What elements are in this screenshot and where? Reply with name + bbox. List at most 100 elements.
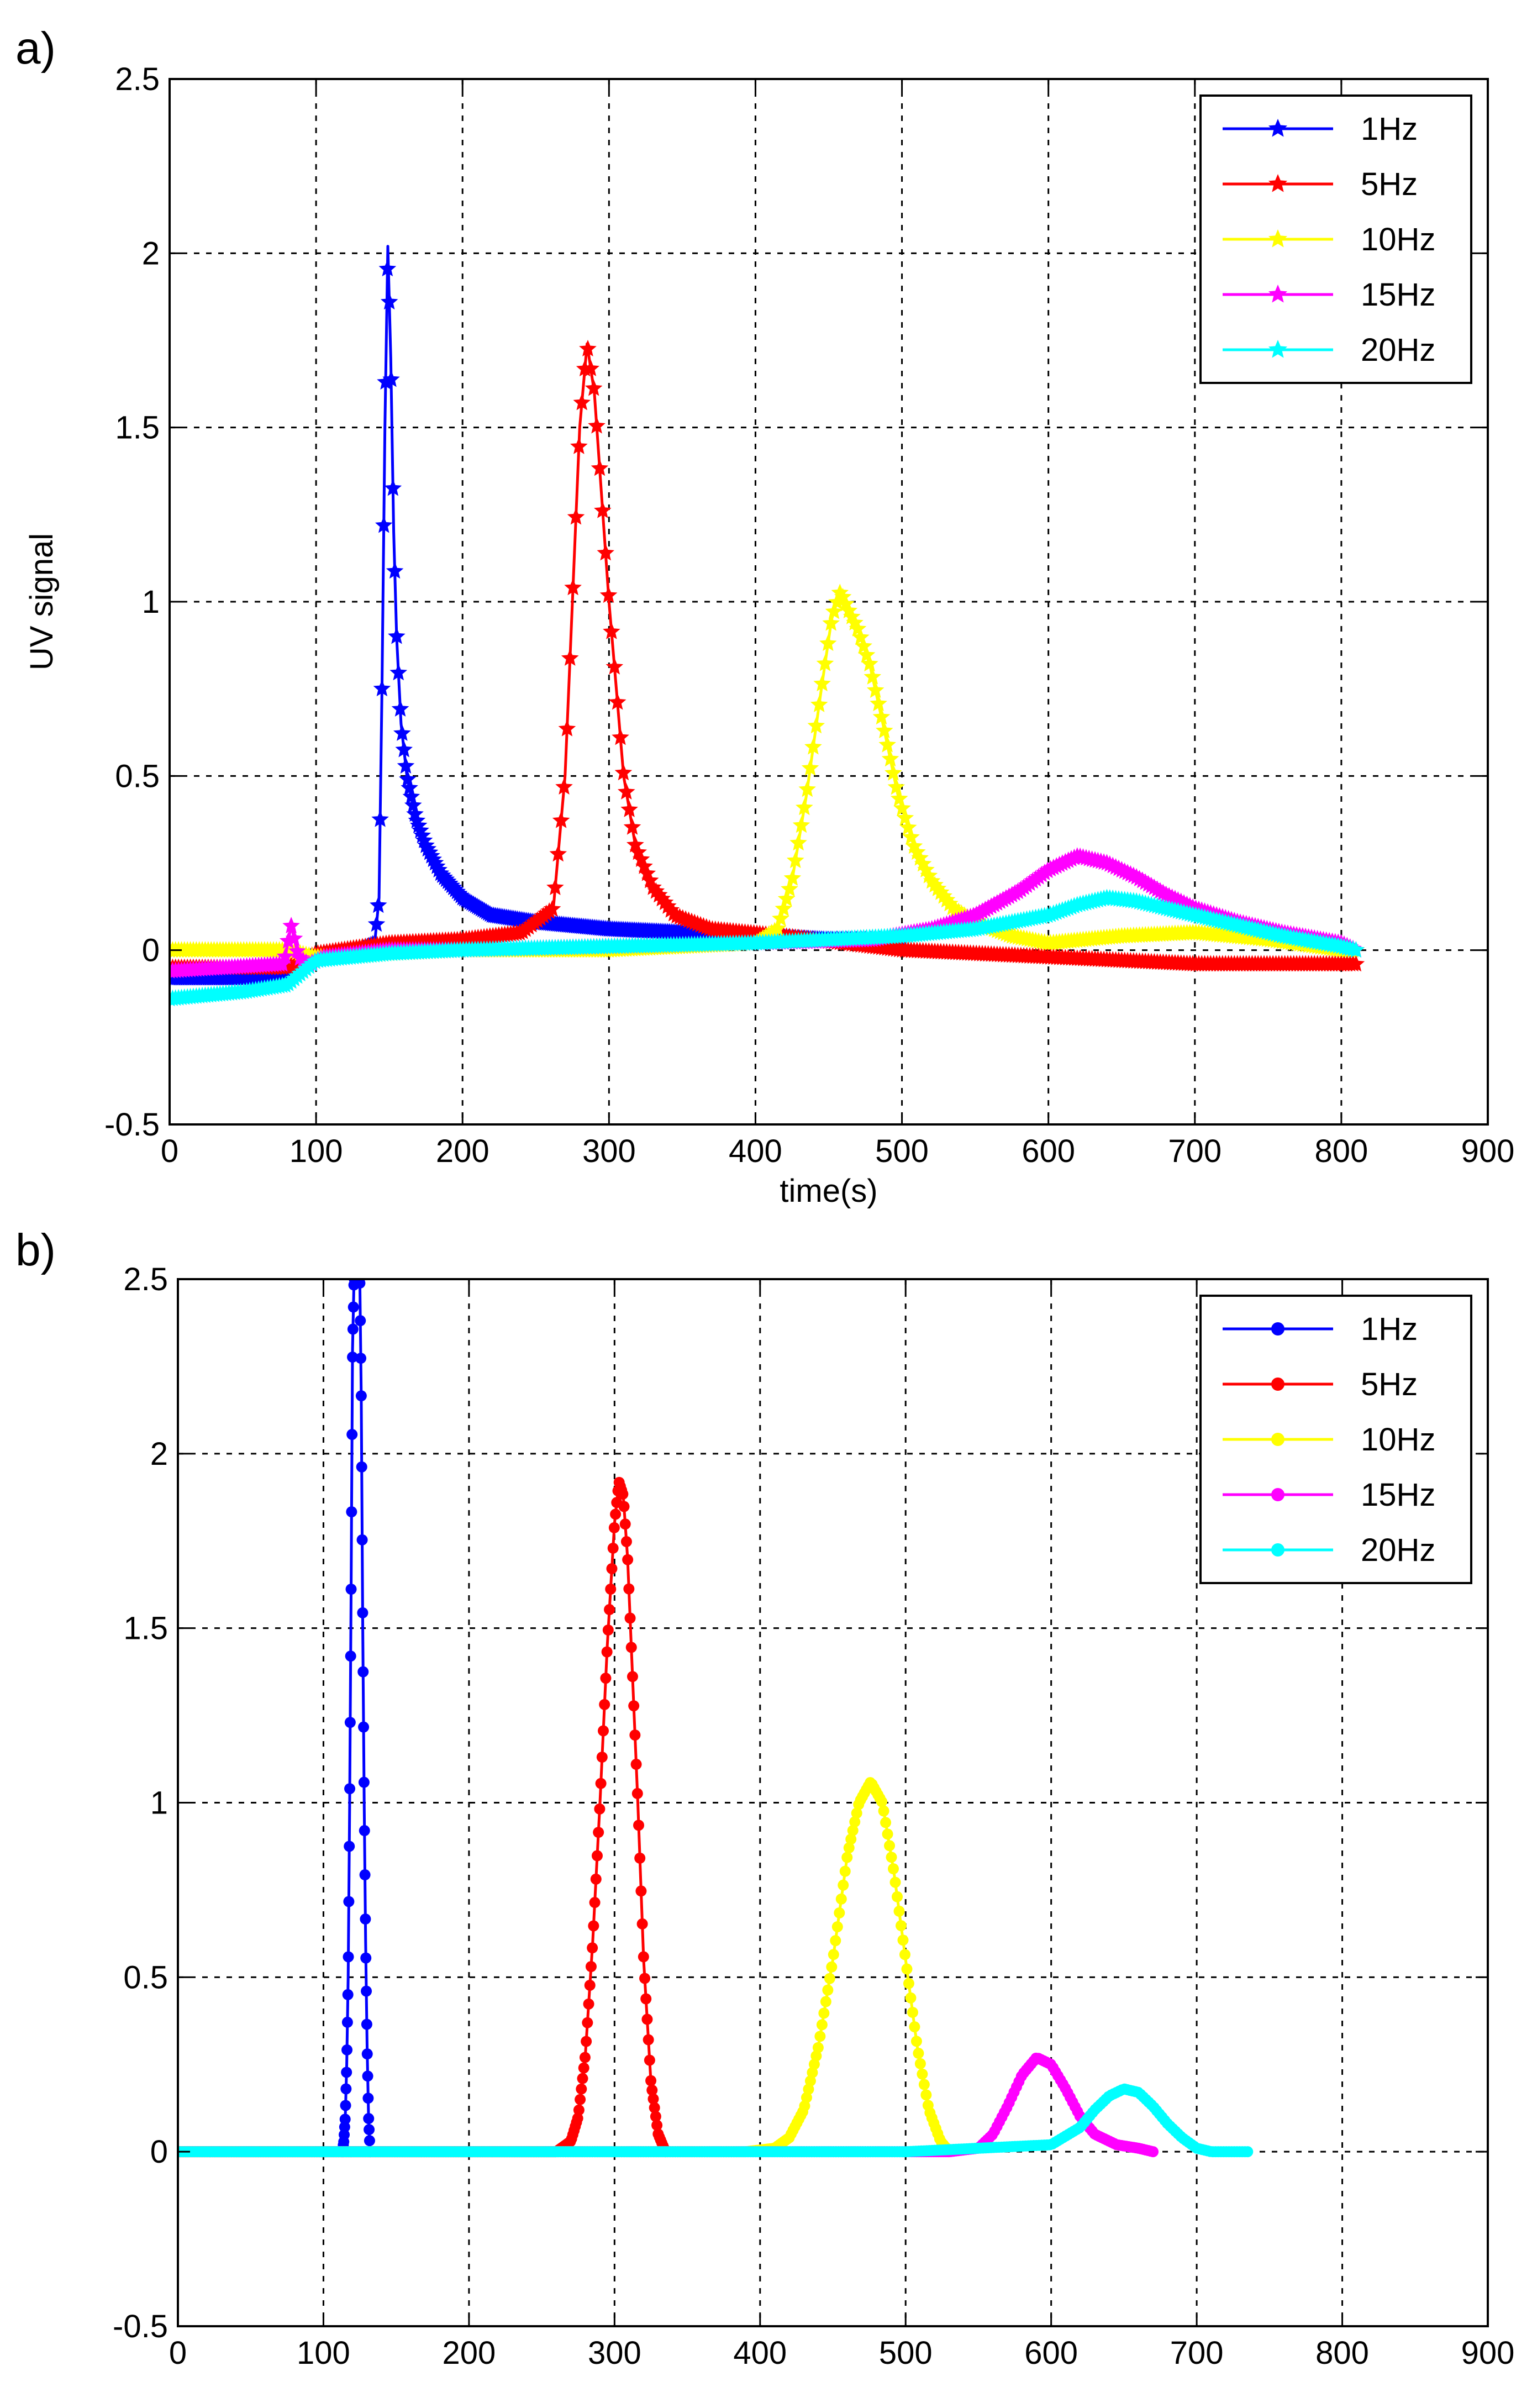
data-point xyxy=(641,2013,653,2025)
data-point xyxy=(555,777,573,795)
data-point xyxy=(572,2112,583,2124)
data-point xyxy=(600,1673,612,1684)
data-point xyxy=(582,2017,593,2028)
legend: 1Hz 5Hz 10Hz 15Hz 20Hz xyxy=(1199,1295,1472,1584)
x-tick-label: 0 xyxy=(169,2335,187,2371)
data-point xyxy=(393,724,411,741)
y-tick-label: 0.5 xyxy=(115,758,160,794)
data-point xyxy=(786,851,804,869)
data-point xyxy=(595,1778,607,1789)
data-point xyxy=(804,2075,816,2087)
y-tick-label: 1.5 xyxy=(115,410,160,446)
data-point xyxy=(363,2113,375,2125)
data-point xyxy=(826,1961,838,1973)
data-point xyxy=(395,740,413,758)
data-point xyxy=(357,1607,368,1618)
data-point xyxy=(622,1554,634,1565)
legend-entry-10hz: 10Hz xyxy=(1223,1422,1435,1458)
data-point xyxy=(564,579,582,596)
data-point xyxy=(359,1869,371,1881)
data-point xyxy=(620,1536,632,1548)
data-point xyxy=(618,1501,630,1512)
legend-label: 20Hz xyxy=(1361,1532,1435,1568)
data-point xyxy=(604,1604,615,1616)
data-point xyxy=(360,1952,372,1964)
data-point xyxy=(371,810,389,827)
data-point xyxy=(636,1918,648,1929)
y-tick-label: 0.5 xyxy=(123,1959,168,1995)
data-point xyxy=(358,1776,370,1788)
data-point xyxy=(630,1759,642,1770)
data-point xyxy=(346,1506,357,1518)
data-point xyxy=(575,2094,586,2105)
data-point xyxy=(651,2120,663,2131)
data-point xyxy=(375,516,393,533)
legend-entry-15hz: 15Hz xyxy=(1223,1477,1435,1513)
y-tick-label: 1 xyxy=(142,584,160,620)
data-point xyxy=(798,780,816,797)
data-point xyxy=(849,1816,861,1828)
data-point xyxy=(831,1921,843,1933)
data-point xyxy=(341,2016,353,2028)
data-point xyxy=(885,764,902,781)
data-point xyxy=(772,909,789,927)
data-point xyxy=(820,1996,831,2007)
data-point xyxy=(1347,955,1365,972)
data-point xyxy=(357,1666,369,1678)
data-point xyxy=(643,2034,654,2046)
data-point xyxy=(617,1489,629,1500)
data-point xyxy=(361,2048,373,2060)
data-point xyxy=(620,800,638,817)
data-point xyxy=(910,2036,922,2047)
data-point xyxy=(570,437,588,454)
data-point xyxy=(347,1323,359,1335)
data-point xyxy=(355,1390,367,1402)
data-point xyxy=(889,1876,901,1888)
data-point xyxy=(585,379,603,396)
data-point xyxy=(851,1807,862,1819)
data-point xyxy=(382,370,400,387)
x-tick-label: 100 xyxy=(297,2335,350,2371)
legend-label: 15Hz xyxy=(1361,1477,1435,1513)
legend-label: 5Hz xyxy=(1361,166,1418,202)
data-point xyxy=(918,2079,930,2090)
data-point xyxy=(638,1951,649,1963)
data-point xyxy=(610,1508,622,1520)
data-point xyxy=(878,735,896,753)
data-point xyxy=(876,722,893,739)
data-point xyxy=(546,878,564,896)
data-point xyxy=(808,2058,820,2070)
data-point xyxy=(389,664,408,681)
data-point xyxy=(1242,2146,1254,2158)
data-point xyxy=(585,1961,597,1973)
data-point xyxy=(608,693,627,710)
data-point xyxy=(358,1721,370,1733)
data-point xyxy=(598,1725,609,1737)
legend-entry-1hz: 1Hz xyxy=(1223,1311,1418,1347)
data-point xyxy=(345,1650,356,1662)
series-1hz xyxy=(336,1279,376,2158)
data-point xyxy=(843,1842,855,1854)
data-point xyxy=(344,1717,356,1728)
data-point xyxy=(361,2018,372,2030)
x-tick-label: 900 xyxy=(1461,1133,1515,1169)
data-point xyxy=(367,915,386,932)
data-point xyxy=(810,695,828,712)
x-tick-label: 400 xyxy=(733,2335,787,2371)
data-point xyxy=(887,778,905,795)
legend-marker xyxy=(1271,1377,1284,1391)
data-point xyxy=(799,2100,810,2112)
series-20hz xyxy=(170,888,1365,1007)
data-point xyxy=(640,1993,652,2005)
data-point xyxy=(907,2006,918,2018)
x-tick-label: 600 xyxy=(1024,2335,1078,2371)
x-tick-label: 500 xyxy=(875,1133,929,1169)
legend: 1Hz 5Hz 10Hz 15Hz 20Hz xyxy=(1199,94,1472,384)
data-point xyxy=(795,798,813,816)
data-point xyxy=(582,359,600,376)
data-point xyxy=(614,764,633,781)
data-point xyxy=(587,1942,598,1954)
x-tick-label: 700 xyxy=(1168,1133,1222,1169)
data-point xyxy=(913,2048,924,2059)
x-tick-label: 900 xyxy=(1461,2335,1515,2371)
